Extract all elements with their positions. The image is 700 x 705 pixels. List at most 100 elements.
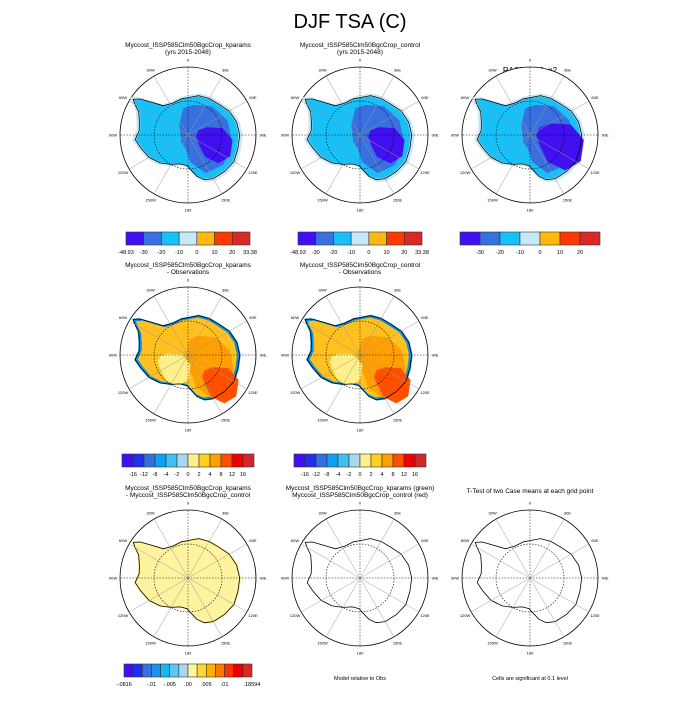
panel-title: Myccost_ISSP585Clm50BgcCrop_kparams bbox=[125, 485, 251, 492]
coastline bbox=[304, 538, 413, 624]
colorbar-box bbox=[214, 231, 233, 246]
colorbar-label: .005 bbox=[201, 682, 212, 688]
meridian-line bbox=[187, 100, 248, 136]
meridian-line bbox=[529, 518, 565, 579]
meridian-label: 0 bbox=[359, 58, 362, 63]
colorbar-box bbox=[187, 453, 200, 468]
meridian-label: 180 bbox=[185, 208, 192, 213]
panel-title: - Observations bbox=[339, 269, 382, 276]
meridian-label: 150E bbox=[393, 640, 403, 645]
meridian-line bbox=[470, 543, 531, 579]
meridian-line bbox=[359, 577, 420, 613]
meridian-line bbox=[153, 518, 189, 579]
meridian-label: 60E bbox=[591, 538, 598, 543]
colorbar-box bbox=[233, 663, 244, 678]
meridian-label: 90E bbox=[431, 353, 438, 358]
meridian-label: 90E bbox=[259, 576, 266, 581]
meridian-line bbox=[187, 75, 223, 136]
colorbar-label: 10 bbox=[212, 250, 218, 256]
meridian-line bbox=[359, 134, 420, 170]
colorbar-label: -10 bbox=[516, 250, 524, 256]
coastline bbox=[474, 538, 583, 624]
panel-footer: Model relative to Obs bbox=[334, 676, 386, 682]
colorbar-box bbox=[315, 231, 334, 246]
meridian-line bbox=[128, 577, 189, 613]
meridian-line bbox=[529, 577, 565, 638]
meridian-line bbox=[300, 134, 361, 170]
colorbar-label: -16 bbox=[129, 472, 137, 478]
meridian-label: 120W bbox=[460, 170, 471, 175]
meridian-label: 30W bbox=[318, 68, 326, 73]
meridian-line bbox=[153, 577, 189, 638]
colorbar-box bbox=[169, 663, 180, 678]
field-red bbox=[202, 367, 239, 404]
meridian-label: 0 bbox=[187, 278, 190, 283]
coastline bbox=[132, 315, 241, 401]
colorbar-box bbox=[132, 663, 143, 678]
meridian-label: 60E bbox=[249, 95, 256, 100]
meridian-line bbox=[529, 100, 590, 136]
meridian-label: 30E bbox=[394, 511, 401, 516]
colorbar-label: 0 bbox=[367, 250, 370, 256]
colorbar-label: -10 bbox=[175, 250, 183, 256]
map-panel-p4: Myccost_ISSP585Clm50BgcCrop_kparams- Obs… bbox=[109, 262, 267, 433]
meridian-label: 30W bbox=[146, 288, 154, 293]
meridian-line bbox=[529, 577, 590, 613]
meridian-line bbox=[470, 134, 531, 170]
meridian-line bbox=[187, 134, 223, 195]
colorbar-label: -2 bbox=[175, 472, 180, 478]
meridian-line bbox=[128, 354, 189, 390]
meridian-label: 30W bbox=[146, 511, 154, 516]
meridian-line bbox=[187, 354, 248, 390]
meridian-line bbox=[187, 295, 223, 356]
meridian-label: 150W bbox=[317, 417, 328, 422]
figure-title: DJF TSA (C) bbox=[294, 11, 407, 33]
map-panel-p7: Myccost_ISSP585Clm50BgcCrop_kparams (gre… bbox=[281, 485, 439, 656]
meridian-label: 120E bbox=[248, 390, 258, 395]
meridian-label: 90W bbox=[451, 576, 459, 581]
meridian-label: 150W bbox=[145, 417, 156, 422]
meridian-line bbox=[300, 577, 361, 613]
colorbar-box bbox=[381, 453, 394, 468]
colorbar-label: -20 bbox=[157, 250, 165, 256]
panel-title: Myccost_ISSP585Clm50BgcCrop_control bbox=[300, 262, 421, 269]
meridian-line bbox=[300, 354, 361, 390]
meridian-line bbox=[300, 320, 361, 356]
colorbar-label: 2 bbox=[197, 472, 200, 478]
meridian-label: 90W bbox=[281, 353, 289, 358]
meridian-line bbox=[325, 295, 361, 356]
colorbar-box bbox=[579, 231, 601, 246]
colorbar-p6: -.0816 -.01 -.005 .00 .005 .01 .18594 bbox=[116, 663, 260, 688]
colorbar-box bbox=[559, 231, 581, 246]
meridian-label: 120W bbox=[290, 170, 301, 175]
panel-title: - Myccost_ISSP585Clm50BgcCrop_control bbox=[126, 492, 251, 499]
meridian-label: 90E bbox=[259, 133, 266, 138]
meridian-line bbox=[529, 134, 565, 195]
colorbar-box bbox=[403, 453, 416, 468]
colorbar-label: 20 bbox=[401, 250, 407, 256]
meridian-label: 60W bbox=[291, 315, 299, 320]
map-panel-p5: Myccost_ISSP585Clm50BgcCrop_control- Obs… bbox=[281, 262, 439, 433]
colorbar-label: 20 bbox=[577, 250, 583, 256]
meridian-label: 30W bbox=[318, 511, 326, 516]
colorbar-box bbox=[304, 453, 317, 468]
colorbar-box bbox=[215, 663, 225, 678]
colorbar-box bbox=[297, 231, 317, 246]
meridian-label: 120E bbox=[590, 170, 600, 175]
colorbar-box bbox=[403, 231, 423, 246]
colorbar-box bbox=[123, 663, 134, 678]
meridian-label: 90E bbox=[601, 576, 608, 581]
meridian-line bbox=[529, 134, 590, 170]
colorbar-box bbox=[160, 663, 171, 678]
meridian-line bbox=[495, 75, 531, 136]
meridian-label: 90W bbox=[109, 133, 117, 138]
colorbar-label: -8 bbox=[325, 472, 330, 478]
meridian-line bbox=[495, 518, 531, 579]
colorbar-label: 33.38 bbox=[243, 250, 257, 256]
colorbar-label: -16 bbox=[301, 472, 309, 478]
colorbar-box bbox=[293, 453, 306, 468]
meridian-label: 0 bbox=[187, 58, 190, 63]
colorbar-box bbox=[459, 231, 481, 246]
colorbar-label: 8 bbox=[391, 472, 394, 478]
meridian-label: 90E bbox=[431, 576, 438, 581]
